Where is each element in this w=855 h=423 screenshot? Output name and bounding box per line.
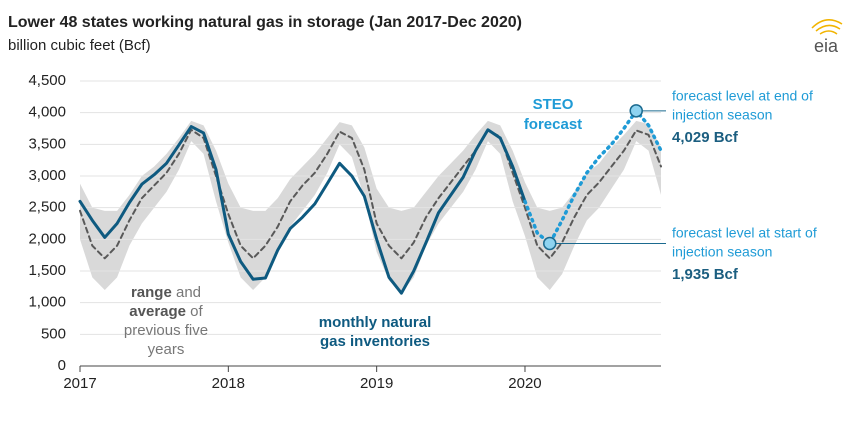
chart-title: Lower 48 states working natural gas in s… bbox=[8, 14, 522, 31]
x-tick-label: 2020 bbox=[508, 375, 541, 392]
annotation: STEO bbox=[533, 96, 574, 113]
highlight-point bbox=[543, 236, 557, 251]
annotation-range: average of bbox=[129, 303, 203, 320]
range-band bbox=[80, 120, 661, 294]
annotation-segment: average bbox=[129, 303, 186, 320]
logo-arcs bbox=[811, 19, 843, 35]
annotation: monthly natural bbox=[319, 314, 432, 331]
annotation: 4,029 Bcf bbox=[672, 129, 739, 146]
x-tick-label: 2019 bbox=[360, 375, 393, 392]
y-tick-label: 1,000 bbox=[28, 294, 66, 311]
y-tick-label: 0 bbox=[58, 357, 66, 374]
annotation: forecast bbox=[524, 116, 582, 133]
y-tick-label: 1,500 bbox=[28, 262, 66, 279]
annotation: injection season bbox=[672, 244, 772, 260]
annotation: forecast level at end of bbox=[672, 88, 813, 104]
logo: eia bbox=[811, 19, 843, 56]
y-tick-label: 500 bbox=[41, 325, 66, 342]
x-tick-label: 2018 bbox=[212, 375, 245, 392]
highlight-point bbox=[629, 104, 643, 118]
annotation-segment: and bbox=[172, 284, 201, 301]
annotation-range: range and bbox=[131, 284, 201, 301]
x-tick-label: 2017 bbox=[63, 375, 96, 392]
annotation-segment: range bbox=[131, 284, 172, 301]
annotation: injection season bbox=[672, 107, 772, 123]
logo-text: eia bbox=[814, 36, 839, 56]
line-average bbox=[79, 128, 662, 260]
chart-subtitle: billion cubic feet (Bcf) bbox=[8, 37, 151, 54]
annotation: 1,935 Bcf bbox=[672, 266, 739, 283]
annotation-range: years bbox=[148, 341, 185, 358]
y-tick-label: 3,500 bbox=[28, 135, 66, 152]
y-tick-label: 4,000 bbox=[28, 104, 66, 121]
annotation-segment: of bbox=[186, 303, 204, 320]
annotation-segment: years bbox=[148, 341, 185, 358]
y-tick-label: 4,500 bbox=[28, 72, 66, 89]
annotation-range: previous five bbox=[124, 322, 208, 339]
annotation-segment: previous five bbox=[124, 322, 208, 339]
line-actual bbox=[78, 125, 527, 295]
annotation: gas inventories bbox=[320, 333, 430, 350]
y-tick-label: 2,000 bbox=[28, 230, 66, 247]
y-tick-label: 3,000 bbox=[28, 167, 66, 184]
annotation: forecast level at start of bbox=[672, 225, 817, 241]
y-tick-label: 2,500 bbox=[28, 199, 66, 216]
